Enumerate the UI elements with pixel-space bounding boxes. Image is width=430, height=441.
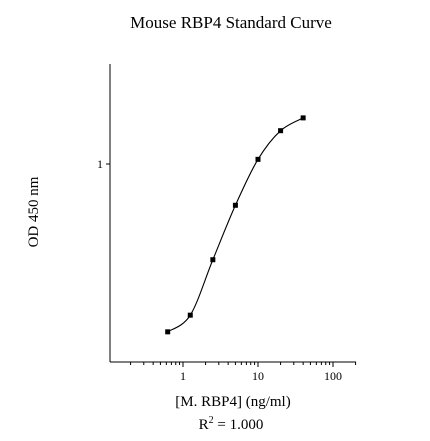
data-points xyxy=(165,115,306,335)
y-ticks: 1 xyxy=(97,157,110,171)
data-point xyxy=(232,202,238,208)
x-tick-label: 100 xyxy=(324,369,342,383)
data-point xyxy=(255,156,261,162)
r2-prefix: R xyxy=(199,417,209,433)
data-point xyxy=(278,128,284,134)
r-squared-annotation: R2 = 1.000 xyxy=(199,415,264,433)
y-axis-label: OD 450 nm xyxy=(26,176,42,247)
r2-value: = 1.000 xyxy=(214,417,264,433)
x-axis-label: [M. RBP4] (ng/ml) xyxy=(175,394,290,410)
data-point xyxy=(300,115,306,121)
fit-curve xyxy=(167,117,304,333)
r2-superscript: 2 xyxy=(209,415,214,426)
data-point xyxy=(165,329,171,335)
data-point xyxy=(210,257,216,263)
x-ticks: 1 10 100 xyxy=(130,362,357,383)
chart-title: Mouse RBP4 Standard Curve xyxy=(130,13,332,32)
y-tick-label: 1 xyxy=(97,157,103,171)
x-tick-label: 10 xyxy=(252,369,264,383)
x-tick-label: 1 xyxy=(180,369,186,383)
data-point xyxy=(187,312,193,318)
